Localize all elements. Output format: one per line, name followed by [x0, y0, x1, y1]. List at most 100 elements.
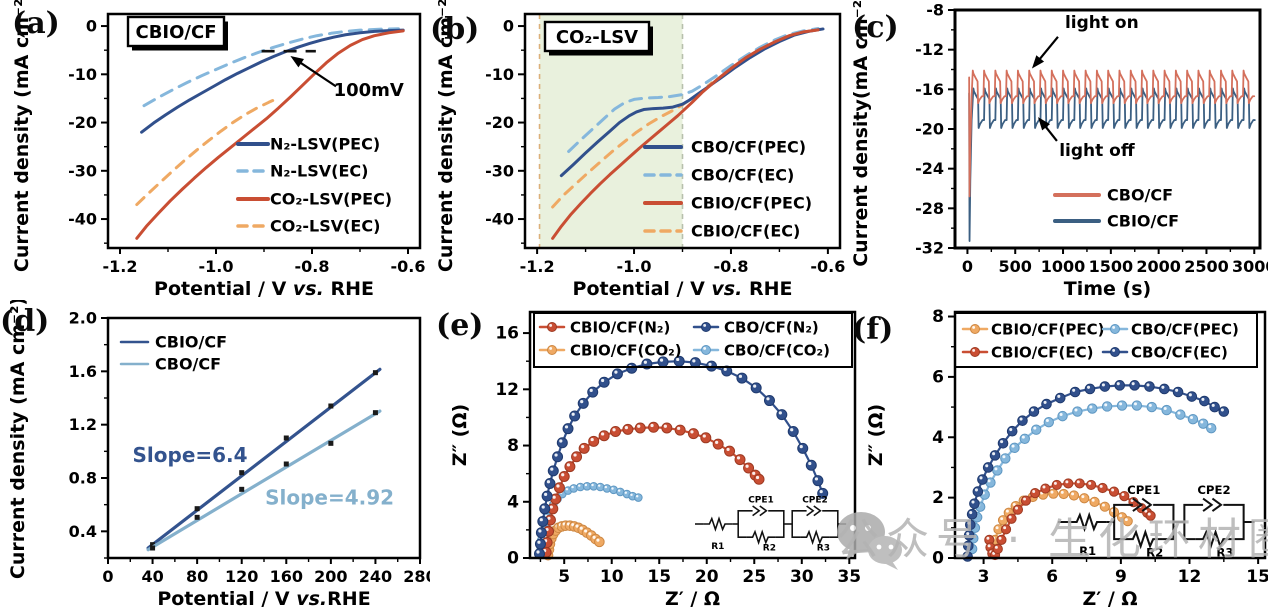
svg-text:20: 20 — [695, 567, 719, 587]
svg-text:40: 40 — [141, 567, 163, 586]
svg-text:80: 80 — [186, 567, 208, 586]
svg-text:0.8: 0.8 — [69, 469, 97, 488]
panel-c: (c) 0 500 10001500200025003000 -8 -12 -16 -20 -… — [848, 0, 1268, 300]
svg-text:Current density (mA cm⁻²): Current density (mA cm⁻²) — [7, 300, 29, 579]
svg-text:0: 0 — [507, 549, 519, 569]
svg-text:0: 0 — [102, 567, 113, 586]
svg-text:R3: R3 — [817, 543, 830, 553]
svg-text:35: 35 — [837, 567, 860, 587]
svg-text:-20: -20 — [485, 113, 514, 132]
svg-text:-10: -10 — [485, 65, 514, 84]
svg-text:0: 0 — [503, 17, 514, 36]
svg-text:-30: -30 — [68, 161, 97, 180]
svg-text:30: 30 — [790, 567, 814, 587]
chart-e-nyquist-gas: 5 10 15 20 25 30 35 0 4 8 12 16 Z′ / Ω Z″ (Ω) CBIO/CF(… — [449, 310, 860, 610]
svg-text:-0.8: -0.8 — [295, 257, 330, 276]
svg-text:2000: 2000 — [1136, 257, 1181, 276]
svg-text:25: 25 — [742, 567, 766, 587]
svg-text:CPE1: CPE1 — [748, 495, 774, 505]
svg-text:280: 280 — [403, 567, 430, 586]
panel-d: (d) 0 40 80 120 160 200 240 280 0.4 0.8 1.2 1.6 2.0 P… — [0, 300, 430, 610]
svg-text:-20: -20 — [68, 113, 97, 132]
chart-d-slope: 0 40 80 120 160 200 240 280 0.4 0.8 1.2 1.6 2.0 Poten… — [7, 300, 430, 610]
svg-text:CBO/CF(PEC): CBO/CF(PEC) — [1131, 321, 1239, 339]
svg-text:-16: -16 — [915, 80, 944, 99]
svg-text:R2: R2 — [763, 543, 776, 553]
svg-text:CBIO/CF(PEC): CBIO/CF(PEC) — [691, 194, 812, 213]
panel-b: (b) -1.2 -1.0 -0.8 -0.6 0 -10 -20 -30 -40 Potenti… — [428, 0, 848, 300]
svg-text:0: 0 — [86, 17, 97, 36]
svg-text:4: 4 — [507, 492, 519, 512]
svg-text:CBIO/CF: CBIO/CF — [1107, 212, 1179, 231]
svg-text:0: 0 — [962, 257, 973, 276]
svg-text:9: 9 — [1115, 567, 1127, 587]
chart-b-co2-lsv: -1.2 -1.0 -0.8 -0.6 0 -10 -20 -30 -40 Potential /… — [435, 0, 845, 300]
svg-text:1.2: 1.2 — [69, 415, 97, 434]
svg-text:CBIO/CF(EC): CBIO/CF(EC) — [691, 222, 800, 241]
svg-text:CBO/CF: CBO/CF — [155, 355, 221, 374]
svg-text:10: 10 — [600, 567, 624, 587]
svg-text:N₂-LSV(PEC): N₂-LSV(PEC) — [270, 135, 380, 154]
svg-text:Slope=4.92: Slope=4.92 — [265, 486, 394, 510]
svg-text:CBIO/CF(N₂): CBIO/CF(N₂) — [570, 319, 670, 337]
svg-text:Time (s): Time (s) — [1064, 278, 1151, 300]
svg-text:CBO/CF: CBO/CF — [1107, 186, 1173, 205]
svg-text:-8: -8 — [926, 1, 944, 20]
svg-text:Current density (mA cm⁻²): Current density (mA cm⁻²) — [435, 0, 457, 272]
svg-text:0: 0 — [932, 549, 944, 569]
svg-text:-0.8: -0.8 — [713, 257, 748, 276]
svg-text:-1.2: -1.2 — [103, 257, 138, 276]
svg-text:CBIO/CF: CBIO/CF — [155, 333, 227, 352]
svg-text:16: 16 — [495, 324, 519, 344]
panel-f: (f) 3 6 9 12 15 0 2 4 6 8 Z′ / Ω Z″ (Ω) CBIO/CF(PEC)… — [848, 300, 1268, 610]
svg-text:CO₂-LSV(PEC): CO₂-LSV(PEC) — [270, 190, 392, 209]
svg-text:1000: 1000 — [1041, 257, 1086, 276]
svg-text:Z′ / Ω: Z′ / Ω — [1082, 588, 1137, 610]
svg-text:8: 8 — [932, 307, 944, 327]
svg-text:-28: -28 — [915, 199, 944, 218]
svg-text:Z′ / Ω: Z′ / Ω — [665, 588, 720, 610]
svg-text:Z″ (Ω): Z″ (Ω) — [449, 404, 471, 466]
svg-text:12: 12 — [1178, 567, 1202, 587]
svg-text:1.6: 1.6 — [69, 362, 97, 381]
svg-text:CO₂-LSV(EC): CO₂-LSV(EC) — [270, 217, 380, 236]
svg-text:CBIO/CF(CO₂): CBIO/CF(CO₂) — [570, 342, 682, 360]
svg-text:Current density(mA cm⁻²): Current density(mA cm⁻²) — [850, 0, 872, 267]
svg-text:12: 12 — [495, 380, 519, 400]
svg-text:-32: -32 — [915, 239, 944, 258]
svg-text:R2: R2 — [1146, 545, 1163, 559]
svg-text:-12: -12 — [915, 40, 944, 59]
svg-text:500: 500 — [999, 257, 1032, 276]
svg-text:-10: -10 — [68, 65, 97, 84]
svg-text:light on: light on — [1065, 13, 1139, 33]
svg-text:2500: 2500 — [1184, 257, 1229, 276]
svg-text:5: 5 — [558, 567, 570, 587]
svg-text:-0.6: -0.6 — [810, 257, 845, 276]
svg-text:-24: -24 — [915, 159, 944, 178]
svg-text:-1.0: -1.0 — [617, 257, 652, 276]
chart-f-nyquist-mode: 3 6 9 12 15 0 2 4 6 8 Z′ / Ω Z″ (Ω) CBIO/CF(PEC) CBO/… — [865, 307, 1268, 610]
svg-text:-1.0: -1.0 — [199, 257, 234, 276]
svg-text:CBO/CF(PEC): CBO/CF(PEC) — [691, 138, 806, 157]
svg-text:CBO/CF(EC): CBO/CF(EC) — [1131, 344, 1228, 362]
svg-text:CBO/CF(N₂): CBO/CF(N₂) — [724, 319, 819, 337]
panel-d-label: (d) — [0, 304, 50, 339]
svg-text:R1: R1 — [1079, 544, 1096, 558]
panel-f-label: (f) — [852, 312, 894, 347]
panel-a-label: (a) — [12, 6, 60, 41]
svg-text:CBIO/CF: CBIO/CF — [135, 22, 216, 43]
svg-text:Potential / V vs. RHE: Potential / V vs. RHE — [573, 278, 793, 300]
chart-c-chopped-light: 0 500 10001500200025003000 -8 -12 -16 -20 -24 -2… — [850, 0, 1268, 300]
svg-text:0.4: 0.4 — [69, 522, 97, 541]
panel-e: (e) 5 10 15 20 25 30 35 0 4 8 12 16 Z′ / Ω Z″ (Ω) CBIO… — [430, 300, 860, 610]
svg-text:Potential / V vs.RHE: Potential / V vs.RHE — [157, 588, 370, 610]
panel-e-label: (e) — [436, 308, 484, 343]
svg-text:6: 6 — [1046, 567, 1058, 587]
svg-text:1500: 1500 — [1089, 257, 1134, 276]
svg-text:120: 120 — [225, 567, 258, 586]
chart-a-lsv-cbio: -1.2 -1.0 -0.8 -0.6 0 -10 -20 -30 -40 Potential /… — [11, 0, 425, 300]
svg-text:CPE1: CPE1 — [1127, 483, 1160, 497]
svg-text:N₂-LSV(EC): N₂-LSV(EC) — [270, 162, 368, 181]
svg-text:Potential / V vs. RHE: Potential / V vs. RHE — [154, 278, 374, 300]
svg-text:R1: R1 — [711, 542, 724, 552]
